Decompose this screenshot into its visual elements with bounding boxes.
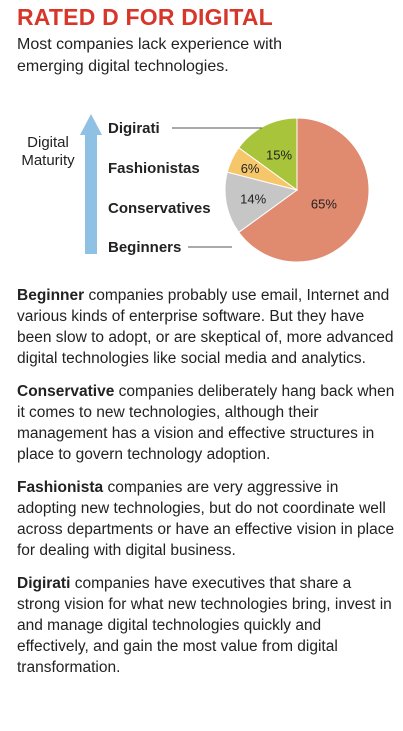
description-fashionista: Fashionista companies are very aggressiv…	[17, 477, 395, 561]
term-fashionista: Fashionista	[17, 479, 104, 496]
category-label-digirati: Digirati	[108, 120, 160, 137]
pie-slice-beginners	[238, 117, 370, 263]
text-beginner: companies probably use email, Internet a…	[17, 287, 394, 367]
pie-chart: Digital Maturity 65% 14% 6% 15% Digirati Fashio…	[21, 114, 370, 263]
pie-slice-conservatives	[224, 171, 299, 234]
chart-title: RATED D FOR DIGITAL	[17, 4, 273, 30]
slice-value-fashionistas: 6%	[241, 161, 260, 176]
description-digirati: Digirati companies have executives that …	[17, 573, 395, 678]
slice-value-digirati: 15%	[266, 148, 292, 163]
description-conservative: Conservative companies deliberately hang…	[17, 381, 395, 465]
axis-label-line: Maturity	[21, 152, 75, 169]
text-digirati: companies have executives that share a s…	[17, 575, 392, 676]
text-conservative: companies deliberately hang back when it…	[17, 383, 395, 463]
term-digirati: Digirati	[17, 575, 71, 592]
category-label-beginners: Beginners	[108, 239, 181, 256]
slice-value-conservatives: 14%	[240, 191, 266, 206]
maturity-arrow-head	[80, 114, 102, 135]
axis-label-line: Digital	[27, 134, 69, 151]
text-fashionista: companies are very aggressive in adoptin…	[17, 479, 395, 559]
term-beginner: Beginner	[17, 287, 85, 304]
category-label-conservatives: Conservatives	[108, 200, 211, 217]
maturity-arrow-shaft	[85, 134, 97, 254]
description-beginner: Beginner companies probably use email, I…	[17, 285, 395, 369]
chart-subtitle: Most companies lack experience with emer…	[17, 36, 283, 75]
term-conservative: Conservative	[17, 383, 115, 400]
descriptions: Beginner companies probably use email, I…	[17, 285, 395, 690]
slice-value-beginners: 65%	[311, 197, 337, 212]
category-label-fashionistas: Fashionistas	[108, 160, 200, 177]
axis-label-maturity: Digital Maturity	[21, 134, 75, 169]
pie-slice-digirati	[238, 117, 298, 191]
